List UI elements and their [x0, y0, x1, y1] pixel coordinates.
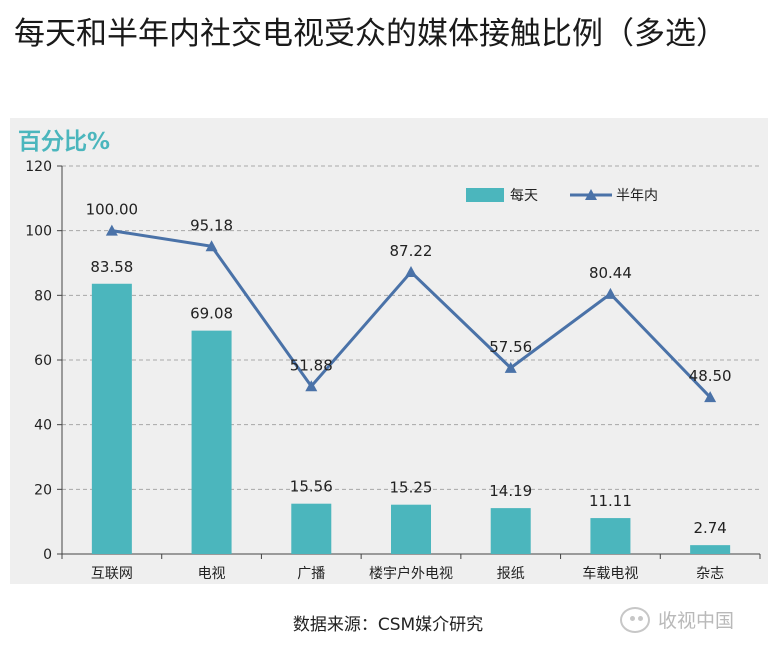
bar — [391, 504, 431, 554]
legend: 每天 半年内 — [466, 188, 658, 204]
bar — [490, 508, 531, 554]
line-marker — [704, 391, 717, 403]
y-tick-label: 20 — [34, 482, 52, 498]
line-data-label: 80.44 — [589, 264, 632, 282]
line-marker — [205, 240, 218, 252]
y-tick-label: 40 — [34, 418, 52, 434]
y-tick-label: 80 — [34, 288, 52, 304]
y-tick-label: 0 — [43, 547, 52, 563]
x-tick-label: 楼宇户外电视 — [369, 565, 453, 582]
bar-data-label: 15.25 — [390, 479, 433, 497]
watermark: 收视中国 — [620, 606, 734, 633]
chart-panel — [10, 118, 768, 584]
bar — [590, 518, 631, 554]
x-tick-label: 互联网 — [91, 566, 133, 582]
line-data-label: 95.18 — [190, 216, 233, 234]
line-data-label: 100.00 — [86, 201, 139, 219]
x-axis: 互联网 电视 广播 楼宇户外电视 报纸 车载电视 杂志 — [61, 553, 761, 582]
x-tick-label: 杂志 — [696, 566, 724, 582]
y-tick-label: 60 — [34, 353, 52, 369]
bar — [690, 545, 731, 554]
x-tick-label: 电视 — [198, 566, 226, 582]
y-tick-label: 120 — [25, 159, 52, 175]
line-marker — [504, 361, 517, 373]
y-axis-label: 百分比% — [18, 129, 111, 155]
source-note: 数据来源：CSM媒介研究 — [292, 615, 484, 635]
x-tick-label: 报纸 — [497, 566, 525, 582]
bar-series: 83.58 69.08 15.56 15.25 14.19 11.11 2.74 — [90, 258, 731, 554]
legend-label: 每天 — [510, 188, 538, 204]
bar — [291, 503, 332, 554]
bar — [91, 283, 132, 554]
y-tick-label: 100 — [25, 224, 52, 240]
bar-data-label: 14.19 — [489, 482, 532, 500]
line-data-label: 87.22 — [390, 242, 433, 260]
line-marker — [305, 380, 318, 392]
gridlines — [62, 165, 760, 490]
line-data-label: 48.50 — [689, 367, 732, 385]
bar-data-label: 2.74 — [693, 519, 726, 537]
legend-label: 半年内 — [616, 188, 658, 204]
line-marker — [604, 287, 617, 299]
wechat-icon — [620, 606, 650, 633]
bar-data-label: 11.11 — [589, 492, 632, 510]
bar-data-label: 69.08 — [190, 305, 233, 323]
bar — [191, 330, 232, 554]
bar-data-label: 83.58 — [90, 258, 133, 276]
bar-data-label: 15.56 — [290, 478, 333, 496]
legend-swatch-bar — [466, 188, 504, 202]
line-marker — [105, 224, 118, 236]
line-data-label: 51.88 — [290, 356, 333, 374]
legend-swatch-marker — [585, 189, 597, 200]
line-series: 100.00 95.18 51.88 87.22 57.56 80.44 48.50 — [86, 201, 732, 403]
line-data-label: 57.56 — [489, 338, 532, 356]
x-tick-label: 广播 — [297, 566, 325, 582]
line-marker — [405, 265, 417, 277]
chart-title: 每天和半年内社交电视受众的媒体接触比例（多选） — [14, 16, 727, 52]
watermark-text: 收视中国 — [658, 610, 735, 632]
y-axis: 0 20 40 60 80 100 120 — [25, 159, 63, 563]
x-tick-label: 车载电视 — [582, 565, 638, 582]
